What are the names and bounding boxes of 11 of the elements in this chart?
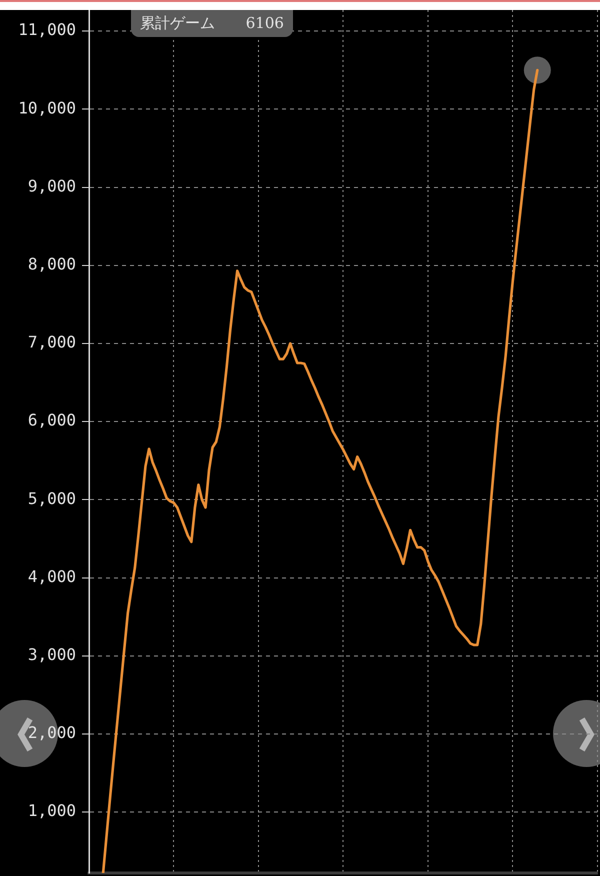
y-tick-label: 8,000 xyxy=(28,254,76,274)
y-tick-label: 3,000 xyxy=(28,645,76,664)
y-tick-label: 4,000 xyxy=(28,566,76,586)
annotation: 累計ゲーム 6106 xyxy=(131,10,293,37)
y-tick-label: 11,000 xyxy=(18,20,76,40)
y-tick-label: 7,000 xyxy=(28,332,76,352)
y-tick-label: 10,000 xyxy=(18,98,76,118)
y-tick-label: 5,000 xyxy=(28,488,76,508)
y-tick-label: 6,000 xyxy=(28,410,76,430)
y-tick-label: 1,000 xyxy=(28,801,76,820)
y-tick-label: 9,000 xyxy=(28,176,76,196)
